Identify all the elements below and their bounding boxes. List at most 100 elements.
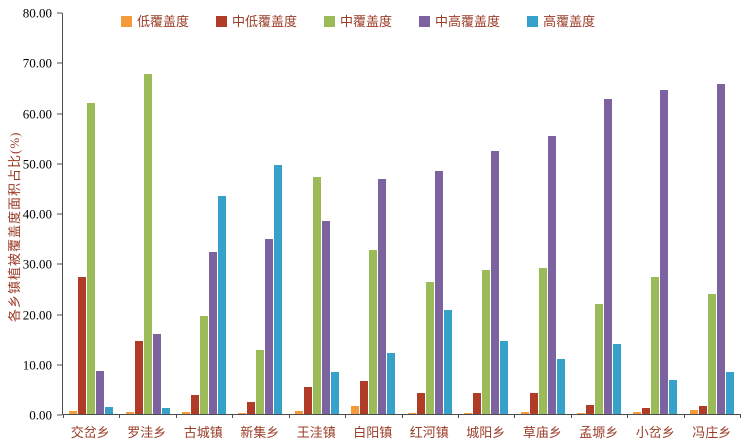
y-tick-mark — [57, 12, 62, 14]
bar — [387, 353, 396, 414]
legend-label: 中高覆盖度 — [435, 14, 501, 29]
bar — [152, 333, 161, 414]
bar — [330, 372, 339, 414]
y-tick-label: 0.00 — [29, 407, 52, 423]
y-tick-mark — [57, 263, 62, 265]
bar — [378, 179, 387, 414]
x-axis-tick — [627, 414, 629, 418]
legend-label: 高覆盖度 — [543, 14, 596, 29]
bar — [209, 252, 218, 414]
x-axis-label: 古城镇 — [183, 425, 223, 440]
bar — [577, 412, 585, 414]
bar — [69, 410, 78, 414]
bar — [125, 411, 134, 414]
plot-area: 低覆盖度 中低覆盖度 中覆盖度 中高覆盖度 高覆盖度 — [62, 13, 741, 418]
bar — [182, 412, 191, 414]
bar — [651, 277, 660, 414]
bar — [604, 99, 612, 414]
y-tick-mark — [57, 364, 62, 366]
x-axis-label: 冯庄乡 — [692, 425, 732, 440]
bar-group — [571, 13, 627, 414]
x-axis-tick — [401, 414, 403, 418]
x-axis-tick — [683, 414, 685, 418]
bar-group — [684, 13, 740, 414]
bar-group — [119, 13, 175, 414]
x-axis-label: 城阳乡 — [466, 425, 506, 440]
x-axis-tick — [740, 414, 741, 418]
bar — [482, 269, 491, 414]
x-axis-tick — [570, 414, 572, 418]
x-axis-tick — [514, 414, 516, 418]
bar — [520, 411, 529, 414]
x-axis-label: 红河镇 — [409, 425, 449, 440]
bar — [689, 409, 698, 414]
y-tick-label: 60.00 — [22, 106, 52, 121]
bar — [547, 136, 556, 414]
y-tick-mark — [57, 314, 62, 315]
bar — [725, 371, 734, 414]
bar — [96, 371, 105, 414]
x-axis-labels: 交岔乡 罗洼乡 古城镇 新集乡 王洼镇 白阳镇 红河镇 城阳乡 草庙乡 孟塬乡 小岔乡 冯庄乡 — [62, 422, 740, 441]
bar — [633, 412, 642, 414]
bar — [595, 304, 603, 414]
bar — [613, 344, 621, 414]
x-axis-label: 白阳镇 — [353, 425, 393, 440]
y-axis: 0.00 10.00 20.00 30.00 40.00 50.00 60.00 70.00 8… — [0, 7, 62, 422]
bar — [312, 177, 321, 414]
legend-label: 中覆盖度 — [340, 14, 393, 29]
bar — [134, 341, 143, 414]
legend-swatch-icon — [324, 16, 336, 27]
bar — [161, 408, 170, 414]
x-axis-tick — [175, 414, 177, 418]
bar — [491, 150, 500, 414]
x-axis-label: 王洼镇 — [296, 425, 336, 440]
legend-item: 中高覆盖度 — [419, 15, 500, 28]
x-axis-tick — [288, 414, 290, 418]
bar — [500, 341, 509, 414]
bar — [529, 393, 538, 414]
bar — [660, 90, 669, 414]
bar — [274, 164, 283, 414]
bar — [360, 381, 369, 414]
y-tick-label: 70.00 — [22, 55, 52, 71]
x-axis-label: 小岔乡 — [635, 425, 675, 440]
bar-group — [176, 13, 232, 414]
x-axis-label: 交岔乡 — [70, 425, 110, 440]
bar-group — [514, 13, 570, 414]
y-tick-mark — [57, 414, 62, 416]
x-axis-tick — [119, 414, 121, 418]
legend-swatch-icon — [419, 16, 431, 27]
y-tick-mark — [57, 163, 62, 165]
x-axis-label: 草庙乡 — [522, 425, 562, 440]
bar-groups — [63, 13, 740, 414]
bar — [200, 315, 209, 414]
legend-swatch-icon — [216, 16, 228, 27]
bar-group — [289, 13, 345, 414]
bar — [698, 406, 707, 414]
y-tick-label: 10.00 — [22, 357, 52, 373]
bar — [416, 392, 425, 414]
x-axis-tick — [232, 414, 234, 418]
legend-item: 低覆盖度 — [121, 15, 189, 28]
legend-swatch-icon — [121, 16, 132, 27]
legend-swatch-icon — [527, 16, 539, 27]
bar — [294, 411, 303, 414]
x-axis-label: 新集乡 — [240, 425, 280, 440]
bar — [707, 293, 716, 414]
bar — [321, 221, 330, 414]
bar — [78, 277, 87, 414]
bar — [369, 250, 378, 414]
y-tick-mark — [57, 213, 62, 215]
bar — [87, 103, 96, 414]
bar — [464, 412, 473, 414]
y-tick-label: 40.00 — [22, 206, 52, 222]
y-tick-mark — [57, 62, 62, 64]
x-axis-tick — [63, 414, 64, 418]
bar — [247, 402, 256, 414]
bar-group — [345, 13, 401, 414]
bar — [669, 380, 678, 414]
x-axis-tick — [345, 414, 347, 418]
x-axis-tick — [457, 414, 459, 418]
bar — [105, 407, 114, 414]
bar — [191, 394, 200, 414]
